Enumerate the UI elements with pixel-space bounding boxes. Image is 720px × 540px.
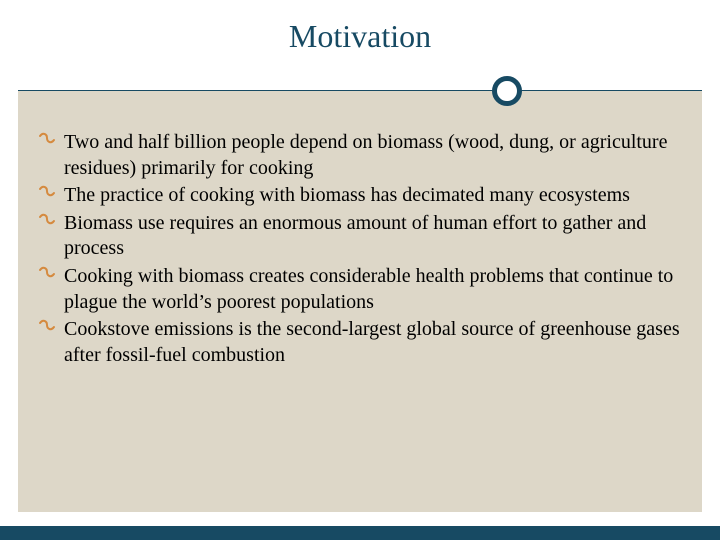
bullet-text: Cooking with biomass creates considerabl…	[64, 265, 673, 313]
bullet-text: Biomass use requires an enormous amount …	[64, 212, 646, 260]
bullet-item: The practice of cooking with biomass has…	[38, 183, 682, 209]
bullet-glyph-icon	[38, 317, 56, 343]
bullet-glyph-icon	[38, 183, 56, 209]
bullet-glyph-icon	[38, 130, 56, 156]
title-divider	[0, 76, 720, 106]
footer-bar	[0, 526, 720, 540]
body-content: Two and half billion people depend on bi…	[38, 130, 682, 492]
bullet-glyph-icon	[38, 211, 56, 237]
title-area: Motivation	[0, 0, 720, 76]
bullet-item: Cooking with biomass creates considerabl…	[38, 264, 682, 315]
bullet-text: Cookstove emissions is the second-larges…	[64, 318, 680, 366]
bullet-item: Biomass use requires an enormous amount …	[38, 211, 682, 262]
divider-line	[18, 90, 702, 91]
bullet-item: Two and half billion people depend on bi…	[38, 130, 682, 181]
slide: Motivation Two and half billion people d…	[0, 0, 720, 540]
divider-ring-icon	[492, 76, 522, 106]
bullet-item: Cookstove emissions is the second-larges…	[38, 317, 682, 368]
bullet-text: The practice of cooking with biomass has…	[64, 184, 630, 206]
bullet-glyph-icon	[38, 264, 56, 290]
bullet-text: Two and half billion people depend on bi…	[64, 131, 667, 179]
slide-title: Motivation	[0, 18, 720, 55]
